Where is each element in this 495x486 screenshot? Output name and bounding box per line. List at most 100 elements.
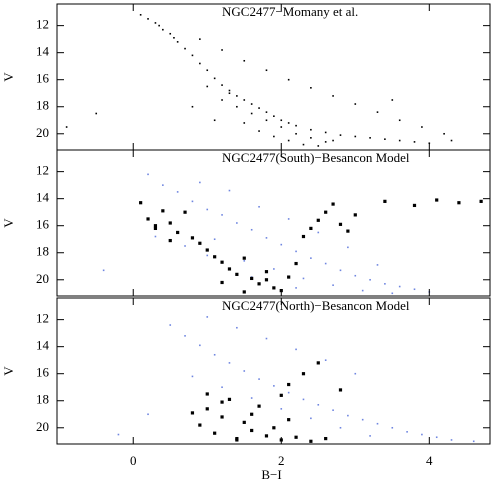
point: [250, 276, 254, 281]
point: [184, 47, 186, 50]
point: [273, 268, 275, 270]
point: [287, 122, 290, 124]
point: [213, 119, 216, 122]
point: [391, 99, 394, 101]
point: [301, 372, 306, 376]
point: [199, 344, 201, 347]
point: [242, 290, 246, 294]
point: [273, 385, 275, 387]
y-tick-label: 20: [36, 271, 49, 286]
y-tick-label: 14: [36, 190, 50, 205]
point: [206, 85, 209, 88]
point: [309, 439, 313, 443]
panel-title: NGC2477(North)−Besancon Model: [222, 298, 410, 313]
point: [250, 397, 253, 399]
point: [221, 214, 223, 216]
point: [413, 288, 416, 291]
point: [346, 229, 350, 233]
point: [347, 246, 349, 249]
point: [273, 135, 275, 138]
point: [191, 200, 194, 203]
point: [117, 433, 120, 436]
point: [250, 428, 254, 433]
point: [264, 434, 269, 438]
point: [280, 126, 283, 128]
point: [406, 431, 408, 433]
y-tick-label: 16: [36, 217, 50, 232]
point: [287, 382, 291, 387]
point: [310, 137, 312, 139]
y-axis-label: V: [1, 366, 16, 376]
point: [147, 413, 149, 416]
point: [228, 89, 231, 92]
point: [280, 119, 283, 122]
point: [162, 184, 164, 186]
y-tick-label: 18: [36, 244, 49, 259]
point: [213, 353, 216, 356]
point: [168, 238, 172, 243]
point: [153, 224, 158, 228]
point: [206, 208, 209, 211]
point: [324, 436, 328, 441]
point: [176, 41, 179, 43]
point: [191, 105, 194, 108]
point: [198, 423, 202, 427]
point: [213, 431, 217, 435]
point: [220, 400, 224, 404]
point: [332, 139, 334, 142]
point: [265, 237, 268, 239]
point: [435, 436, 438, 439]
point: [391, 292, 394, 295]
point: [205, 392, 209, 396]
point: [265, 337, 268, 340]
point: [206, 316, 209, 318]
panel-frame: [56, 3, 491, 151]
point: [176, 191, 179, 193]
point: [376, 422, 379, 425]
panel-frame: [56, 297, 491, 445]
point: [235, 438, 239, 442]
panel-title: NGC2477−Momany et al.: [222, 4, 358, 19]
point: [199, 181, 201, 184]
point: [412, 203, 417, 208]
point: [279, 393, 283, 397]
panel-frame: [56, 149, 491, 297]
point: [347, 414, 349, 417]
point: [258, 378, 260, 380]
y-tick-label: 12: [36, 311, 49, 326]
point: [353, 213, 357, 217]
point: [220, 280, 224, 285]
point: [190, 236, 195, 240]
point: [287, 275, 291, 279]
point: [162, 28, 164, 31]
point: [294, 261, 298, 266]
point: [191, 375, 194, 378]
point: [65, 126, 68, 128]
point: [361, 289, 364, 292]
point: [450, 439, 453, 441]
point: [206, 69, 209, 72]
point: [146, 217, 150, 221]
point: [243, 59, 246, 62]
point: [369, 278, 371, 281]
point: [324, 210, 328, 214]
point: [198, 241, 202, 245]
y-tick-label: 16: [36, 365, 50, 380]
point: [435, 198, 439, 202]
point: [301, 234, 306, 239]
point: [457, 201, 461, 205]
point: [205, 407, 209, 411]
y-axis-label: V: [1, 218, 16, 228]
point: [154, 235, 157, 238]
point: [317, 403, 320, 406]
y-tick-label: 12: [36, 17, 49, 32]
point: [236, 105, 238, 108]
y-tick-label: 16: [36, 71, 50, 86]
point: [257, 282, 261, 286]
point: [95, 112, 98, 115]
point: [339, 269, 342, 272]
point: [332, 284, 334, 286]
point: [287, 218, 290, 220]
point: [158, 24, 160, 27]
point: [153, 226, 158, 231]
